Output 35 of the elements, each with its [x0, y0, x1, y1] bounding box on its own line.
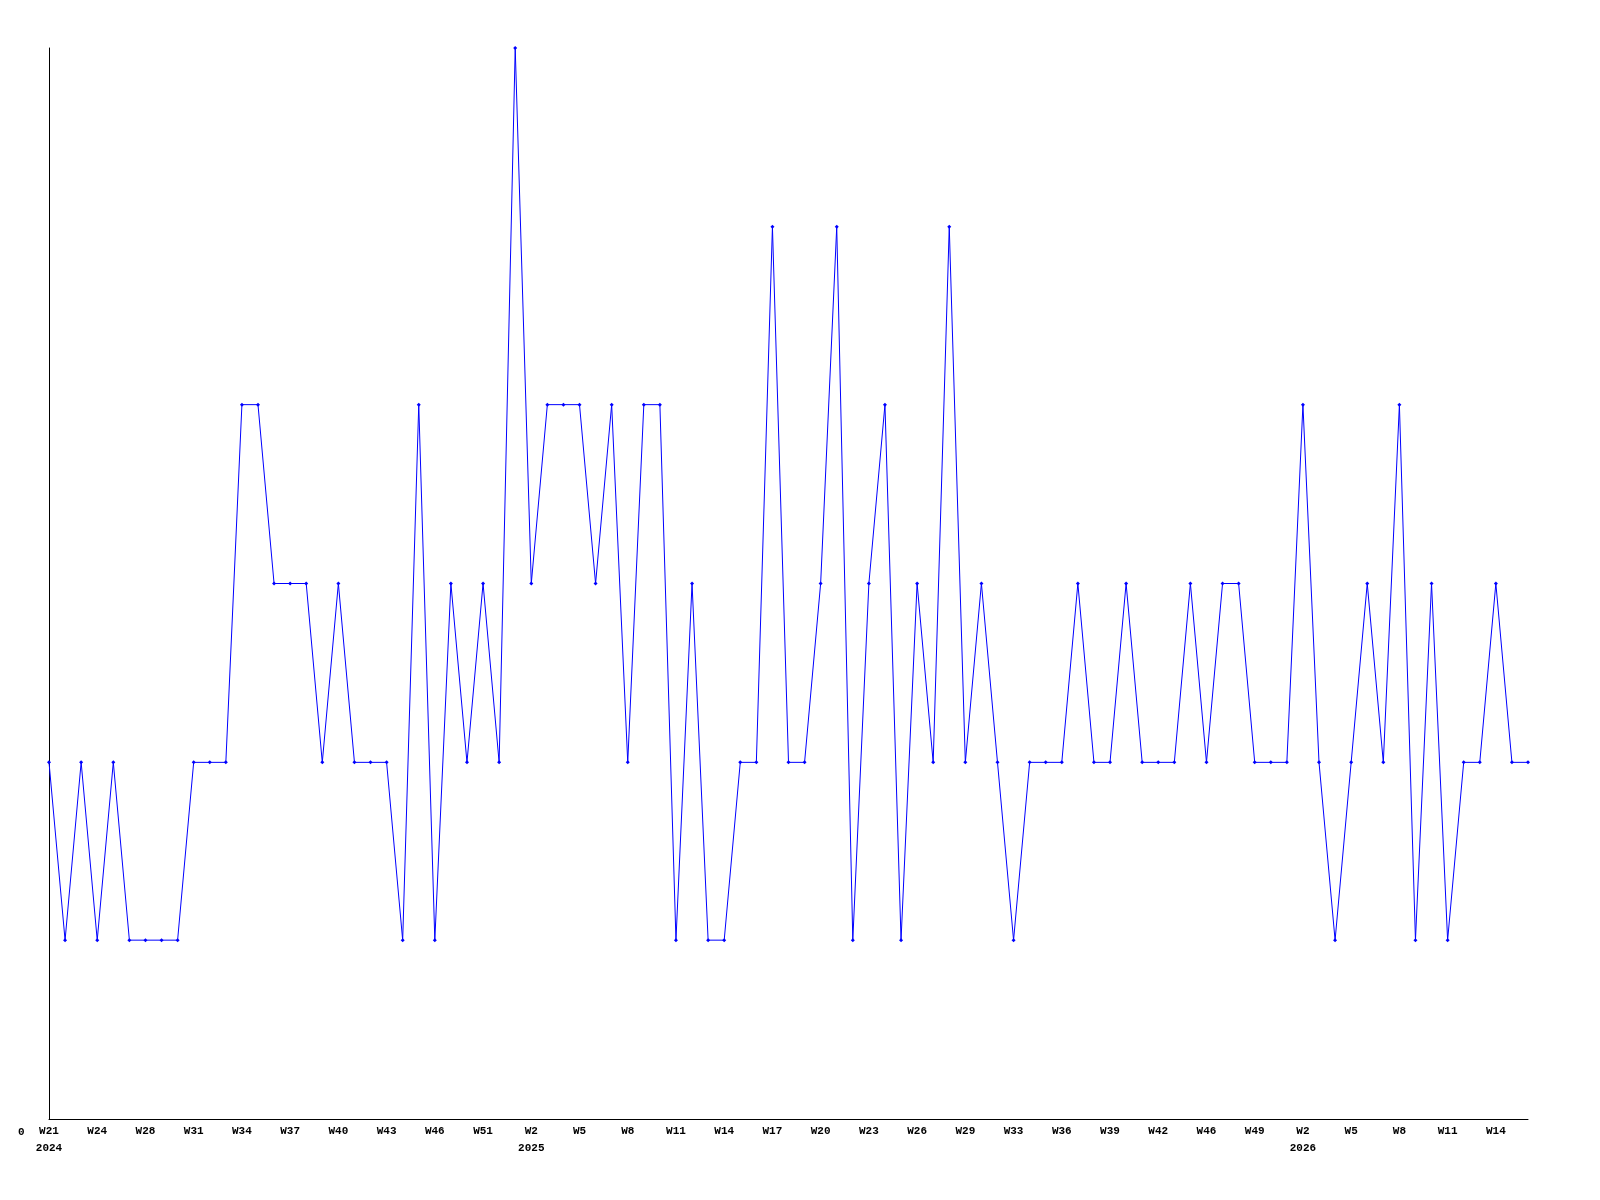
x-tick-label: W46 [424, 1124, 445, 1137]
x-tick-label: W51 [473, 1124, 494, 1137]
x-tick-label: W20 [810, 1124, 831, 1137]
text: 0 [18, 1125, 25, 1138]
x-tick-label: W42 [1148, 1124, 1169, 1137]
x-tick-label: W11 [666, 1124, 687, 1137]
x-tick-label: W29 [955, 1124, 976, 1137]
x-tick-label: W2 [524, 1124, 538, 1137]
x-tick-label: W17 [762, 1124, 783, 1137]
x-tick-label: W8 [621, 1124, 635, 1137]
x-tick-label: W49 [1244, 1124, 1265, 1137]
x-tick-label: W5 [1344, 1124, 1359, 1137]
x-tick-label: W34 [232, 1124, 253, 1137]
x-tick-label: W46 [1196, 1124, 1217, 1137]
x-tick-label: W26 [907, 1124, 928, 1137]
x-tick-label: W31 [183, 1124, 204, 1137]
x-tick-label: W5 [572, 1124, 587, 1137]
x-tick-label: W14 [1485, 1124, 1507, 1137]
x-tick-label: W14 [714, 1124, 735, 1137]
text: 2024 [35, 1141, 63, 1154]
x-tick-label: W24 [87, 1124, 108, 1137]
x-tick-label: W36 [1051, 1124, 1072, 1137]
x-tick-label: W2 [1296, 1124, 1310, 1137]
text: 2025 [518, 1141, 545, 1154]
x-tick-label: W21 [39, 1124, 60, 1137]
text: 2026 [1289, 1141, 1317, 1154]
x-tick-label: W8 [1392, 1124, 1407, 1137]
x-tick-label: W23 [858, 1124, 880, 1137]
x-tick-label: W11 [1437, 1124, 1458, 1137]
x-tick-label: W43 [376, 1124, 397, 1137]
x-tick-label: W28 [135, 1124, 156, 1137]
x-tick-label: W39 [1100, 1124, 1120, 1137]
x-tick-label: W37 [280, 1124, 301, 1137]
x-tick-label: W33 [1003, 1124, 1024, 1137]
x-tick-label: W40 [328, 1124, 349, 1137]
